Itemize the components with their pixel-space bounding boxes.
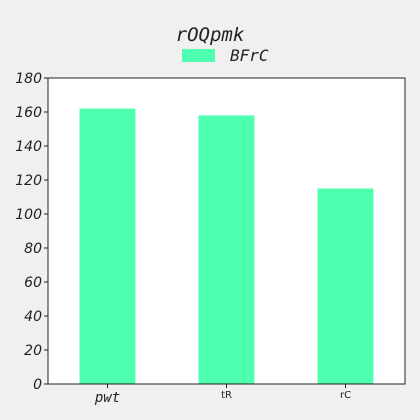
y-tick-label: 120 [15,173,42,189]
y-tick-label: 100 [15,207,42,223]
x-tick-label: pwt [94,390,120,406]
y-tick-label: 80 [24,241,42,257]
y-tick-label: 40 [24,309,42,325]
bar-pwt [80,109,136,384]
y-tick-label: 180 [15,71,42,87]
x-tick-label: tR [221,390,232,401]
bar-rC [318,189,374,385]
y-tick-label: 0 [33,377,42,393]
y-tick-label: 160 [15,105,42,121]
bar-tR [199,115,255,384]
y-tick-label: 20 [24,343,42,359]
y-tick-label: 140 [15,139,42,155]
x-tick-label: rC [340,390,351,401]
y-tick-label: 60 [24,275,42,291]
